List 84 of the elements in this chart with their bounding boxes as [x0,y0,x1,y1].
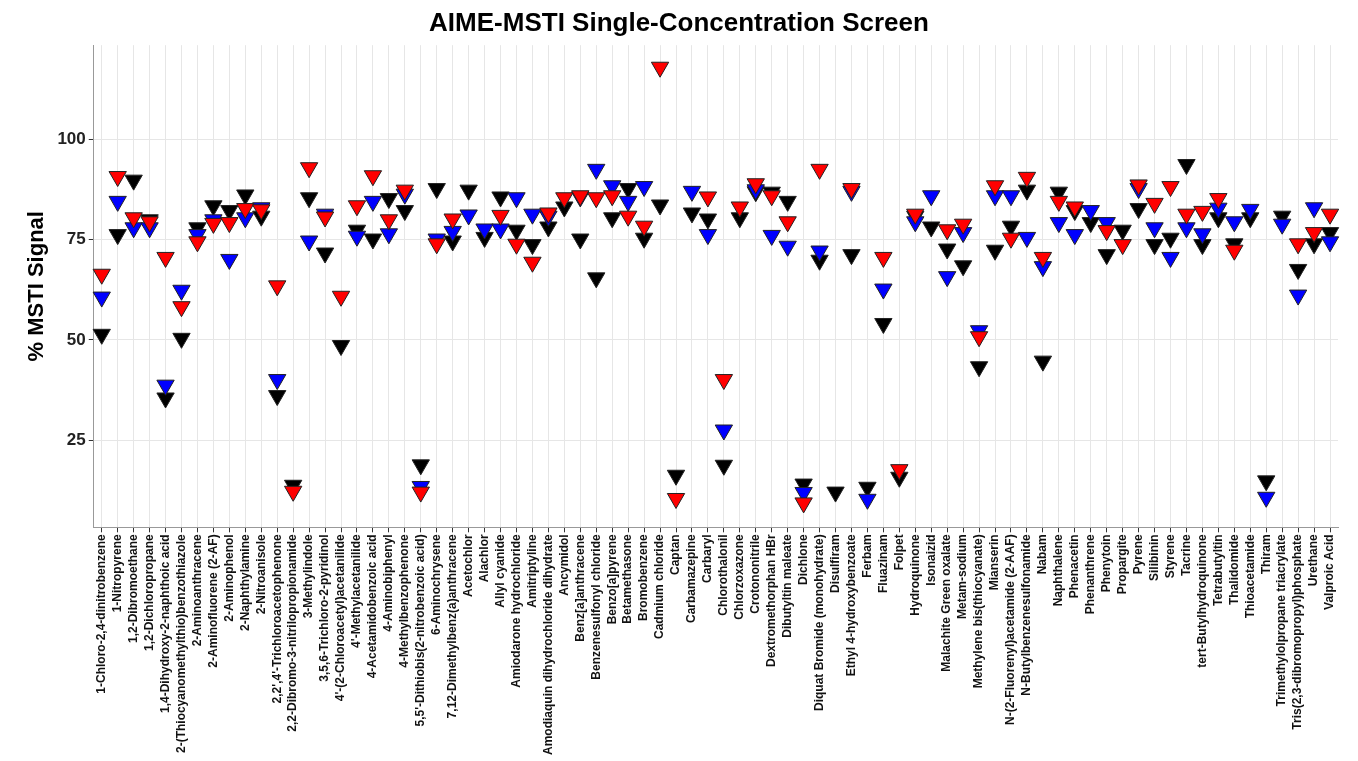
x-tick-label: 2,2',4'-Trichloroacetophenone [269,533,284,704]
y-tick-label: 75 [66,229,86,249]
x-tick-label: N-(2-Fluorenyl)acetamide (2-AAF) [1003,534,1018,726]
x-tick-label: 2-Aminoanthracene [189,534,204,647]
x-tick-label: Hydroquinone [907,533,922,616]
x-tick-label: 2-Aminophenol [221,534,236,622]
x-tick-label: Benzo[a]pyrene [604,534,619,625]
x-tick-label: Tacrine [1178,533,1193,577]
x-tick-label: Disulfiram [827,534,842,594]
x-tick-label: Phenanthrene [1083,533,1098,615]
y-tick-label: 100 [57,129,86,149]
x-tick-label: Folpet [891,534,906,571]
x-tick-label: 3-Methylindole [301,534,316,619]
x-tick-label: Tetrabutyltin [1210,534,1225,607]
x-tick-label: Fluazinam [875,534,890,594]
x-tick-label: Trimethylolpropane triacrylate [1274,534,1289,707]
x-tick-label: tert-Butylhydroquinone [1194,534,1209,668]
x-tick-label: Benz[a]anthracene [572,534,587,642]
x-tick-label: 7,12-Dimethylbenz(a)anthracene [444,534,459,719]
x-tick-label: Propargite [1114,534,1129,595]
x-tick-label: Methylene bis(thiocyanate) [971,534,986,689]
x-tick-label: Pyrene [1130,534,1145,575]
x-tick-label: Carbamazepine [684,534,699,624]
x-tick-label: 4-Acetamidobenzoic acid [365,534,380,679]
x-tick-label: Naphthalene [1051,534,1066,607]
x-tick-label: 2-(Thiocyanomethylthio)benzothiazole [173,533,188,753]
x-tick-label: 4-Methylbenzophenone [397,534,412,668]
x-tick-label: Amitriptyline [524,533,539,608]
x-tick-label: 4-Aminobiphenyl [381,534,396,632]
x-tick-label: Captan [668,534,683,575]
x-tick-label: Amiodarone hydrochloride [508,534,523,688]
x-tick-label: Cadmium chloride [652,534,667,640]
y-tick-label: 25 [66,429,86,449]
x-tick-label: Amodiaquin dihydrochloride dihydrate [540,534,555,756]
x-tick-label: Tris(2,3-dibromopropyl)phosphate [1290,534,1305,730]
x-tick-label: Dibutyltin maleate [779,534,794,638]
x-tick-label: Phenacetin [1067,534,1082,599]
x-tick-label: 4'-Methylacetanilide [349,534,364,648]
x-tick-label: Acetochlor [460,534,475,598]
x-tick-label: Mianserin [987,534,1002,591]
x-tick-label: Betamethasone [620,534,635,624]
x-tick-label: Allyl cyanide [492,534,507,608]
x-tick-label: Isonaizid [923,534,938,586]
x-tick-label: 2,2-Dibromo-3-nitrilopropionamide [285,534,300,732]
x-tick-label: Valproic Acid [1322,534,1337,610]
y-axis-title: % MSTI Signal [23,211,49,362]
x-tick-label: 1-Nitropyrene [110,534,124,613]
x-tick-label: Carbaryl [700,534,715,584]
x-tick-label: Thalidomide [1226,533,1241,605]
x-tick-label: Silibinin [1146,534,1161,581]
x-tick-label: 4'-(2-Chloroacetyl)acetanilide [333,534,348,702]
x-tick-label: 1,2-Dichloropropane [141,534,156,652]
x-tick-label: 2-Nitroanisole [253,533,268,615]
x-tick-label: Chlorothalonil [716,534,731,616]
x-tick-label: Diquat Bromide (monohydrate) [811,534,826,711]
x-tick-label: Alachlor [476,533,491,583]
x-tick-label: 1-Chloro-2,4-dinitrobenzene [94,534,109,694]
x-tick-label: Bromobenzene [636,534,651,622]
x-tick-label: 6-Aminochrysene [429,534,444,636]
x-tick-label: Thiram [1258,534,1273,575]
x-tick-label: Crotononitrile [748,534,763,614]
x-tick-label: Malachite Green oxalate [939,533,954,672]
x-tick-label: Dextromethorphan HBr [764,534,779,668]
x-tick-label: Benzenesulfonyl chloride [588,533,603,680]
x-tick-label: 5,5'-Dithiobis(2-nitrobenzoic acid) [413,534,428,727]
x-tick-label: Ethyl 4-hydroxybenzoate [843,533,858,677]
x-tick-label: Dichlone [795,533,810,585]
x-tick-label: Urethane [1306,533,1321,587]
x-tick-label: Styrene [1162,534,1177,579]
x-tick-label: Thioacetamide [1242,534,1257,619]
x-tick-label: Chlorzoxazone [732,533,747,620]
chart-title: AIME-MSTI Single-Concentration Screen [429,6,929,37]
x-tick-label: Metam-sodium [955,534,970,620]
x-tick-label: 2-Naphthylamine [237,533,252,632]
x-tick-label: 2-Aminofluorene (2-AF) [205,534,220,668]
x-tick-label: 1,4-Dihydroxy-2-naphthoic acid [157,534,172,714]
x-tick-label: Ancymidol [556,534,571,596]
x-tick-label: Phenytoin [1099,534,1114,593]
x-tick-label: Ferbam [859,534,874,578]
x-tick-label: 3,5,6-Trichloro-2-pyridinol [317,534,332,682]
y-tick-label: 50 [66,329,86,349]
x-tick-label: 1,2-Dibromoethane [125,533,140,644]
x-tick-label: Nabam [1035,534,1050,575]
x-tick-label: N-Butylbenzenesulfonamide [1019,534,1034,696]
